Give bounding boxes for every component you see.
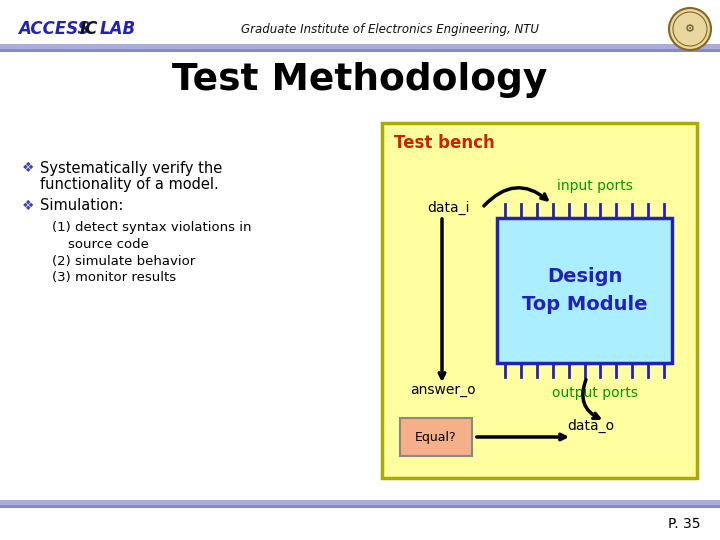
Text: (1) detect syntax violations in: (1) detect syntax violations in [52, 221, 251, 234]
Text: Graduate Institute of Electronics Engineering, NTU: Graduate Institute of Electronics Engine… [241, 23, 539, 36]
Bar [382, 123, 697, 478]
Text: P. 35: P. 35 [667, 517, 700, 531]
Text: Design: Design [546, 267, 622, 286]
Circle shape [669, 8, 711, 50]
Bar [0, 500, 720, 505]
Text: Test Methodology: Test Methodology [172, 62, 548, 98]
Text: input ports: input ports [557, 179, 632, 193]
Text: ❖: ❖ [22, 199, 35, 213]
Text: IC: IC [80, 20, 99, 38]
Text: Equal?: Equal? [415, 430, 456, 443]
Text: (2) simulate behavior: (2) simulate behavior [52, 254, 195, 267]
Text: Simulation:: Simulation: [40, 199, 123, 213]
Text: Systematically verify the: Systematically verify the [40, 160, 222, 176]
Text: output ports: output ports [552, 386, 637, 400]
Text: ⚙: ⚙ [685, 24, 695, 34]
Text: source code: source code [68, 238, 149, 251]
Text: functionality of a model.: functionality of a model. [40, 178, 219, 192]
Bar [0, 44, 720, 49]
Bar [0, 500, 720, 508]
Text: ❖: ❖ [22, 161, 35, 175]
Text: data_i: data_i [427, 201, 469, 215]
Text: answer_o: answer_o [410, 383, 476, 397]
Text: Top Module: Top Module [522, 295, 647, 314]
Bar [0, 44, 720, 52]
Text: ACCESS: ACCESS [18, 20, 89, 38]
Text: data_o: data_o [567, 419, 614, 433]
Text: LAB: LAB [100, 20, 136, 38]
Bar [497, 218, 672, 363]
Text: Test bench: Test bench [394, 134, 495, 152]
Text: (3) monitor results: (3) monitor results [52, 272, 176, 285]
Bar [400, 418, 472, 456]
